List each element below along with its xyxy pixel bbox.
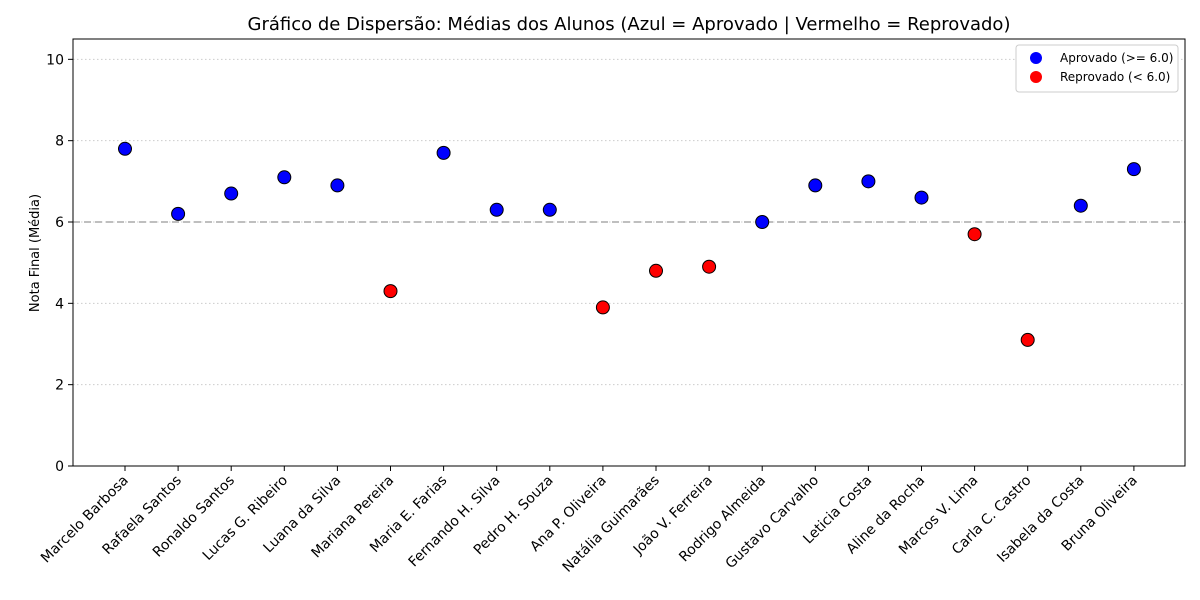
data-point — [595, 300, 610, 315]
y-tick-label: 2 — [55, 378, 64, 394]
legend-marker-failed — [1030, 71, 1042, 83]
data-point — [171, 206, 186, 221]
data-point — [914, 190, 929, 205]
y-tick-label: 0 — [55, 459, 64, 475]
chart-title: Gráfico de Dispersão: Médias dos Alunos … — [248, 14, 1011, 35]
data-point — [489, 202, 504, 217]
data-points — [118, 141, 1141, 347]
y-axis-label: Nota Final (Média) — [28, 194, 43, 312]
legend-box — [1015, 44, 1179, 93]
legend-label-failed: Reprovado (< 6.0) — [1060, 70, 1170, 84]
data-point — [224, 186, 239, 201]
data-point — [702, 259, 717, 274]
x-tick-label: Fernando H. Silva — [406, 473, 504, 571]
data-point — [967, 227, 982, 242]
x-tick-label: Marcelo Barbosa — [38, 473, 132, 567]
data-point — [1073, 198, 1088, 213]
y-tick-label: 4 — [55, 296, 64, 312]
y-tick-label: 10 — [46, 52, 64, 68]
data-point — [277, 170, 292, 185]
x-tick-label: Gustavo Carvalho — [723, 473, 822, 572]
legend-label-approved: Aprovado (>= 6.0) — [1060, 51, 1173, 65]
data-point — [861, 174, 876, 189]
grid — [73, 58, 1185, 467]
plot-frame — [72, 38, 1186, 467]
data-point — [118, 141, 132, 156]
y-axis-ticks: 0 2 4 6 8 10 — [46, 52, 73, 475]
data-point — [1126, 162, 1141, 177]
data-point — [808, 178, 823, 193]
x-tick-label: Natália Guimarães — [560, 473, 663, 576]
data-point — [330, 178, 345, 193]
y-tick-label: 6 — [55, 215, 64, 231]
legend: Aprovado (>= 6.0) Reprovado (< 6.0) — [1015, 44, 1179, 93]
legend-marker-approved — [1030, 52, 1042, 64]
data-point — [1020, 332, 1035, 347]
data-point — [383, 284, 398, 299]
data-point — [542, 202, 557, 217]
data-point — [649, 263, 663, 278]
data-point — [436, 145, 451, 160]
y-tick-label: 8 — [55, 134, 64, 150]
data-point — [755, 215, 770, 229]
